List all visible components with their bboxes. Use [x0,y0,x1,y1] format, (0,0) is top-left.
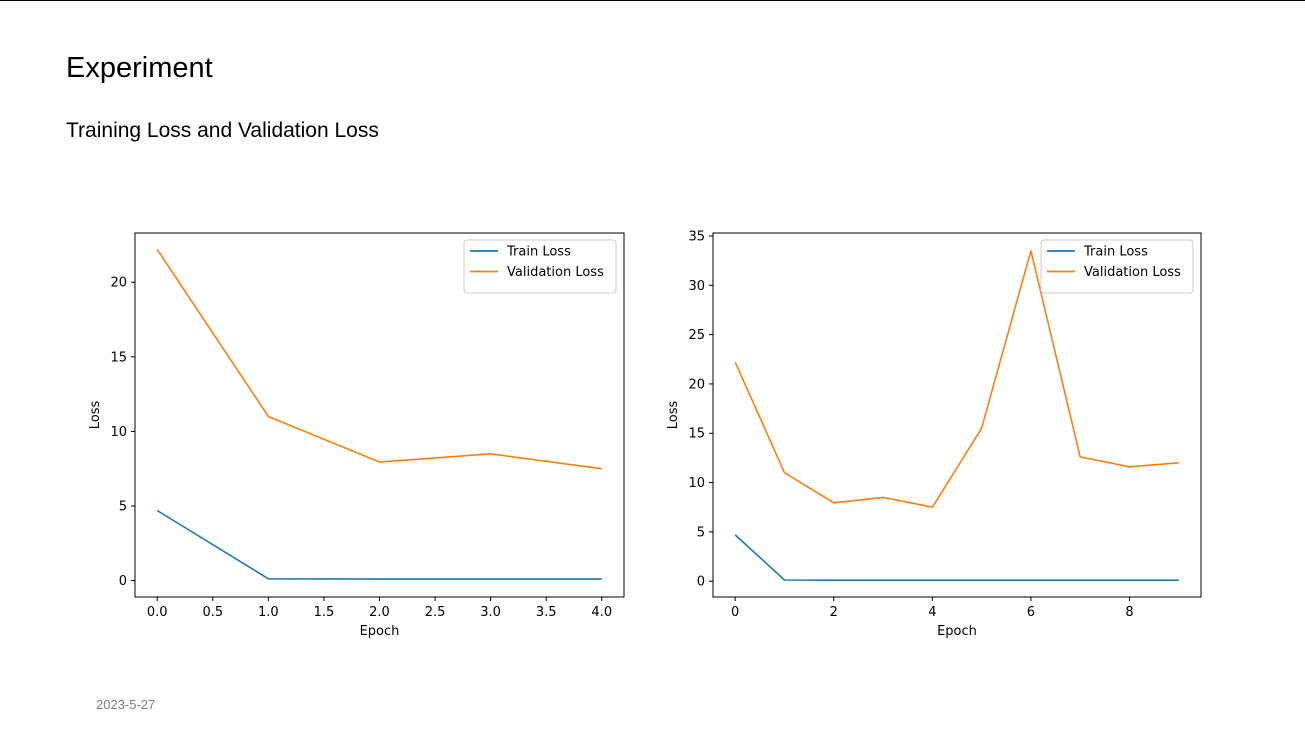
chart-0-xtick-label: 2.5 [425,605,446,620]
chart-0-y-axis-label: Loss [88,401,103,430]
chart-0-legend-label: Validation Loss [507,265,604,280]
chart-1-xtick-label: 0 [731,605,739,620]
chart-1-xtick-label: 8 [1125,605,1133,620]
chart-1-xtick-label: 2 [830,605,838,620]
chart-1-series-validation-line [734,250,1179,509]
chart-1-ytick-label: 15 [688,427,705,442]
chart-0-ytick-label: 10 [110,425,127,440]
chart-0-ytick-label: 5 [119,500,127,515]
chart-1-plot-frame [712,232,1202,598]
chart-0-series-validation-line [156,248,602,470]
page-subtitle: Training Loss and Validation Loss [66,119,379,142]
chart-1-xtick-label: 6 [1027,605,1035,620]
chart-0-xtick-label: 0.0 [147,605,168,620]
chart-0-xtick-label: 3.0 [480,605,501,620]
chart-1-ytick-label: 25 [688,328,705,343]
chart-1-ytick-label: 20 [688,377,705,392]
chart-0-xtick-label: 2.0 [369,605,390,620]
chart-1-legend-box [1040,239,1194,294]
chart-1-ytick-label: 35 [688,229,705,244]
page-title: Experiment [66,52,213,84]
chart-1-legend-label: Validation Loss [1084,265,1181,280]
chart-0-xtick-label: 1.5 [314,605,335,620]
chart-0-ytick-label: 15 [110,350,127,365]
chart-1-ytick-label: 0 [697,575,705,590]
chart-1-legend-label: Train Loss [1083,245,1148,260]
chart-1-x-axis-label: Epoch [937,624,977,639]
chart-0-x-axis-label: Epoch [360,624,400,639]
chart-1-ytick-label: 30 [688,279,705,294]
chart-0-ytick-label: 20 [110,276,127,291]
chart-1-series-train-line [734,534,1179,582]
chart-1-ytick-label: 5 [697,525,705,540]
chart-1-xtick-label: 4 [928,605,936,620]
chart-0-legend-label: Train Loss [506,245,571,260]
chart-0-ytick-label: 0 [119,574,127,589]
chart-0-xtick-label: 3.5 [536,605,557,620]
chart-1-ytick-label: 10 [688,476,705,491]
top-border [0,0,1305,1]
footer-date: 2023-5-27 [96,697,156,712]
chart-0-xtick-label: 4.0 [591,605,612,620]
chart-0-xtick-label: 1.0 [258,605,279,620]
chart-0-xtick-label: 0.5 [202,605,223,620]
chart-0-legend-box [463,239,617,294]
chart-0-series-train-line [156,509,602,580]
chart-1-y-axis-label: Loss [666,401,681,430]
